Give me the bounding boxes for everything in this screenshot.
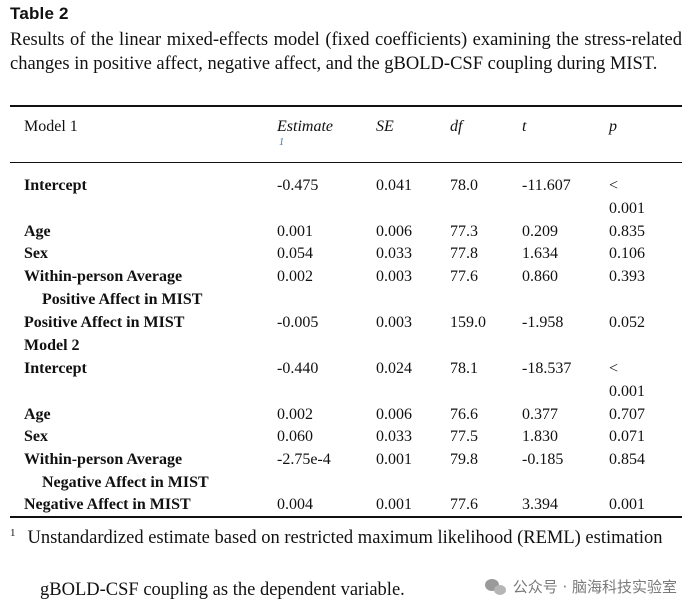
- row-df: 77.6: [450, 496, 478, 513]
- watermark-text: 公众号 · 脑海科技实验室: [512, 578, 677, 596]
- row-t: 0.860: [522, 268, 558, 285]
- row-se: 0.003: [376, 314, 412, 331]
- row-se: 0.024: [376, 360, 412, 377]
- row-se: 0.006: [376, 223, 412, 240]
- row-estimate: 0.002: [277, 406, 313, 423]
- header-rule: [10, 162, 682, 163]
- row-df: 159.0: [450, 314, 486, 331]
- dependent-variable-note: gBOLD-CSF coupling as the dependent vari…: [40, 580, 405, 600]
- row-label: Age: [24, 223, 51, 240]
- row-p: 0.052: [609, 314, 645, 331]
- row-p-continued: 0.001: [609, 383, 645, 400]
- row-se: 0.041: [376, 177, 412, 194]
- wechat-icon: [484, 578, 507, 596]
- row-label: Sex: [24, 428, 48, 445]
- row-label-continued: Positive Affect in MIST: [42, 291, 203, 308]
- footnote-text: Unstandardized estimate based on restric…: [27, 528, 663, 548]
- row-p: 0.835: [609, 223, 645, 240]
- footnote-marker: 1: [10, 526, 16, 539]
- row-estimate: 0.054: [277, 245, 313, 262]
- row-label: Model 2: [24, 337, 80, 354]
- table-caption: Results of the linear mixed-effects mode…: [10, 30, 682, 74]
- row-label: Within-person Average: [24, 451, 183, 468]
- header-t: t: [522, 118, 527, 135]
- row-df: 77.5: [450, 428, 478, 445]
- header-p: p: [609, 118, 617, 135]
- row-df: 77.8: [450, 245, 478, 262]
- row-label: Positive Affect in MIST: [24, 314, 185, 331]
- header-estimate: Estimate: [277, 118, 333, 135]
- row-label-continued: Negative Affect in MIST: [42, 474, 209, 491]
- row-df: 76.6: [450, 406, 478, 423]
- row-t: -11.607: [522, 177, 571, 194]
- row-se: 0.001: [376, 451, 412, 468]
- row-label: Intercept: [24, 177, 87, 194]
- row-df: 77.6: [450, 268, 478, 285]
- row-df: 77.3: [450, 223, 478, 240]
- watermark: 公众号 · 脑海科技实验室: [484, 576, 677, 597]
- row-estimate: -0.005: [277, 314, 319, 331]
- row-se: 0.003: [376, 268, 412, 285]
- row-label: Intercept: [24, 360, 87, 377]
- row-p: 0.106: [609, 245, 645, 262]
- row-label: Age: [24, 406, 51, 423]
- header-se: SE: [376, 118, 394, 135]
- footnote: 1 Unstandardized estimate based on restri…: [10, 526, 682, 550]
- row-label: Within-person Average: [24, 268, 183, 285]
- row-df: 78.1: [450, 360, 478, 377]
- row-t: -1.958: [522, 314, 564, 331]
- row-se: 0.006: [376, 406, 412, 423]
- header-df: df: [450, 118, 463, 135]
- row-df: 78.0: [450, 177, 478, 194]
- row-p: 0.707: [609, 406, 645, 423]
- row-p: 0.001: [609, 496, 645, 513]
- row-p: 0.393: [609, 268, 645, 285]
- row-label: Sex: [24, 245, 48, 262]
- row-t: 1.830: [522, 428, 558, 445]
- row-t: 0.209: [522, 223, 558, 240]
- row-p: <: [609, 177, 619, 194]
- row-df: 79.8: [450, 451, 478, 468]
- table-label: Table 2: [10, 4, 69, 23]
- top-rule: [10, 105, 682, 107]
- row-t: 0.377: [522, 406, 558, 423]
- row-p: <: [609, 360, 619, 377]
- row-estimate: 0.060: [277, 428, 313, 445]
- row-se: 0.001: [376, 496, 412, 513]
- row-estimate: -0.440: [277, 360, 319, 377]
- row-t: -0.185: [522, 451, 564, 468]
- row-estimate: -2.75e-4: [277, 451, 331, 468]
- header-model: Model 1: [24, 118, 78, 135]
- estimate-footnote-link[interactable]: 1: [279, 137, 284, 148]
- row-se: 0.033: [376, 428, 412, 445]
- row-t: -18.537: [522, 360, 572, 377]
- row-se: 0.033: [376, 245, 412, 262]
- row-estimate: 0.004: [277, 496, 313, 513]
- row-label: Negative Affect in MIST: [24, 496, 191, 513]
- row-t: 1.634: [522, 245, 558, 262]
- row-estimate: 0.002: [277, 268, 313, 285]
- row-p: 0.854: [609, 451, 645, 468]
- row-t: 3.394: [522, 496, 558, 513]
- row-p: 0.071: [609, 428, 645, 445]
- row-estimate: 0.001: [277, 223, 313, 240]
- row-estimate: -0.475: [277, 177, 319, 194]
- row-p-continued: 0.001: [609, 200, 645, 217]
- bottom-rule: [10, 516, 682, 518]
